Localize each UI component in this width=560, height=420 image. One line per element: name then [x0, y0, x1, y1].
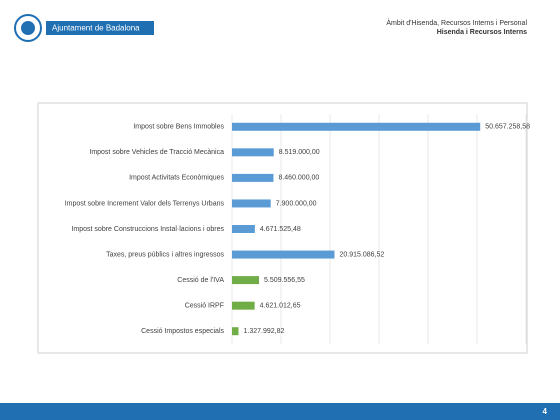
bar: [232, 122, 481, 131]
bar: [232, 225, 255, 233]
bar: [232, 148, 274, 157]
category-label: Impost Activitats Econòmiques: [129, 175, 224, 182]
chart-frame: [37, 102, 528, 354]
bar: [232, 327, 239, 336]
value-label: 4.621.012,65: [260, 303, 301, 310]
value-label: 8.460.000,00: [278, 175, 319, 182]
bar: [232, 301, 255, 310]
category-label: Impost sobre Construccions Instal·lacion…: [71, 226, 224, 233]
logo-text: Ajuntament de Badalona: [52, 24, 140, 33]
category-label: Cessió IRPF: [185, 303, 224, 310]
header-line: Hisenda i Recursos Interns: [437, 29, 527, 36]
value-label: 20.915.086,52: [339, 251, 384, 258]
value-label: 8.519.000,00: [279, 149, 320, 156]
logo-icon: [21, 21, 35, 35]
bar: [232, 276, 259, 285]
value-label: 4.671.525,48: [260, 226, 301, 233]
category-label: Cessió Impostos especials: [141, 328, 224, 335]
bar: [232, 173, 274, 182]
category-label: Taxes, preus públics i altres ingressos: [106, 251, 224, 258]
category-label: Cessió de l'IVA: [177, 277, 224, 284]
bar: [232, 199, 271, 208]
logo-box: [46, 21, 154, 35]
bar: [232, 250, 335, 259]
footer-bar: [0, 403, 560, 420]
header-line: Àmbit d'Hisenda, Recursos Interns i Pers…: [386, 18, 527, 27]
value-label: 5.509.556,55: [264, 277, 305, 284]
category-label: Impost sobre Increment Valor dels Terren…: [65, 200, 225, 207]
value-label: 50.657.258,58: [485, 124, 530, 131]
category-label: Impost sobre Vehicles de Tracció Mecànic…: [89, 149, 224, 156]
category-label: Impost sobre Bens Immobles: [133, 124, 224, 131]
value-label: 7.900.000,00: [276, 200, 317, 207]
page-number: 4: [543, 407, 548, 416]
logo-icon: [14, 14, 42, 42]
value-label: 1.327.992,82: [244, 328, 285, 335]
